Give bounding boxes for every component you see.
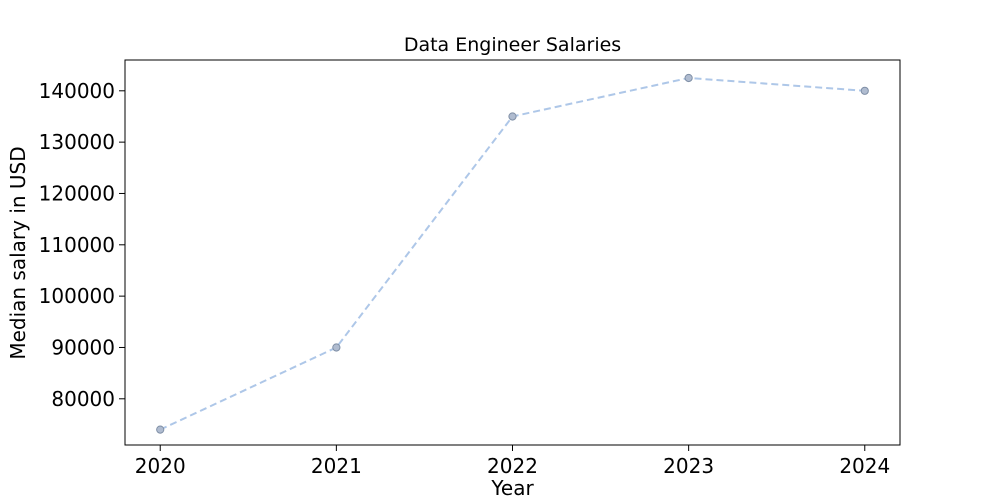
y-tick-label: 80000 [51,387,115,411]
y-tick-label: 100000 [39,284,115,308]
plot-area [156,73,869,434]
data-point [684,73,693,83]
y-tick-label: 110000 [39,233,115,257]
data-point [508,112,517,121]
series-line [159,76,865,431]
x-tick-label: 2024 [839,454,890,478]
x-tick-label: 2021 [311,454,362,478]
axes: 80000 90000 100000 110000 120000 130000 140000… [39,59,901,478]
x-tick-label: 2023 [663,454,714,478]
data-point [156,425,165,434]
x-axis-label: Year [490,476,534,500]
y-tick-label: 140000 [39,79,115,103]
y-tick-label: 130000 [39,130,115,154]
x-tick-label: 2020 [135,454,186,478]
x-tick-label: 2022 [487,454,538,478]
y-axis-label: Median salary in USD [6,146,30,359]
chart-title: Data Engineer Salaries [404,34,621,56]
data-point [860,86,869,95]
data-point [332,343,341,352]
y-tick-label: 90000 [51,335,115,359]
y-tick-label: 120000 [39,181,115,205]
